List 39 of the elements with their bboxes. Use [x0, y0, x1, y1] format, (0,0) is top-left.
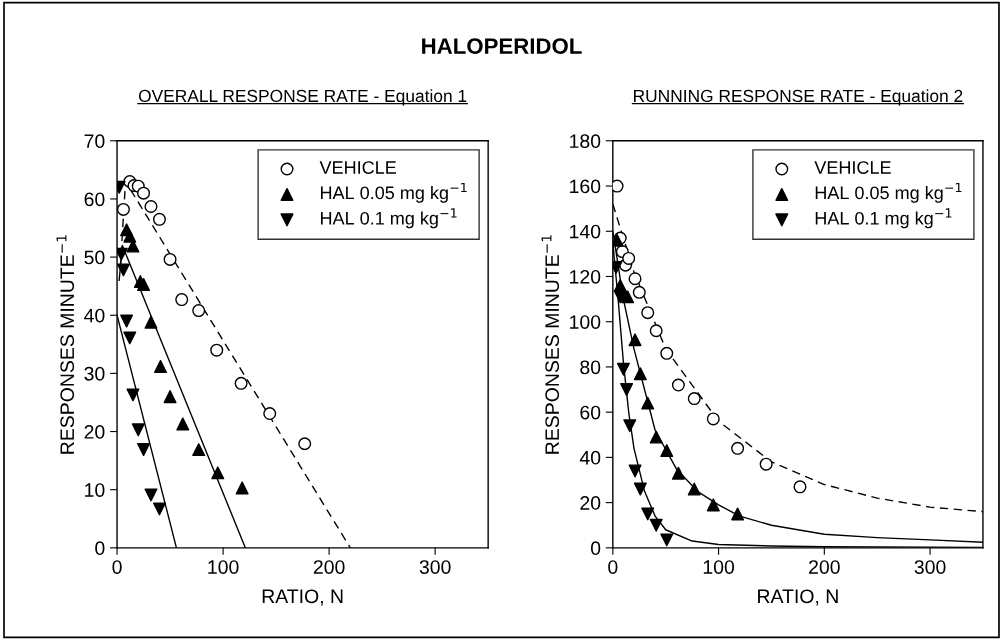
- legend-label: HAL 0.05 mg kg$^{−1}$: [321, 182, 467, 203]
- y-axis-title: RESPONSES MINUTE$^{−1}$: [541, 235, 560, 454]
- y-axis-title: RESPONSES MINUTE$^{−1}$: [56, 235, 75, 454]
- y-tick-label: 30: [84, 366, 105, 381]
- y-tick-label: 180: [570, 134, 601, 149]
- y-tick-label: 40: [579, 450, 601, 465]
- x-tick-label: 0: [112, 560, 122, 574]
- y-tick-label: 20: [84, 425, 105, 439]
- y-tick-label: 80: [580, 360, 601, 375]
- x-axis-title: RATIO, N: [758, 589, 838, 606]
- x-tick-label: 100: [208, 560, 239, 574]
- y-tick-label: 10: [85, 483, 105, 497]
- legend-label: HAL 0.1 mg kg$^{−1}$: [321, 208, 457, 229]
- y-tick-label: 40: [84, 308, 105, 323]
- y-tick-label: 0: [590, 541, 601, 556]
- x-tick-label: 300: [914, 560, 946, 574]
- legend-label: VEHICLE: [319, 161, 397, 174]
- text: HALOPERIDOL: [422, 38, 582, 54]
- y-tick-label: 70: [84, 134, 105, 149]
- x-tick-label: 0: [608, 560, 618, 574]
- x-axis-title: RATIO, N: [262, 589, 343, 606]
- x-tick-label: 200: [809, 560, 840, 574]
- x-tick-label: 300: [419, 560, 451, 574]
- y-tick-label: 120: [570, 269, 601, 284]
- legend-label: HAL 0.1 mg kg$^{−1}$: [815, 208, 952, 229]
- y-tick-label: 160: [570, 179, 601, 194]
- y-tick-label: 20: [580, 496, 601, 510]
- x-tick-label: 100: [703, 560, 735, 574]
- y-tick-label: 140: [570, 224, 601, 239]
- chart-title: OVERALL RESPONSE RATE - Equation 1: [138, 89, 467, 106]
- y-tick-label: 50: [84, 250, 105, 265]
- legend-label: HAL 0.05 mg kg$^{−1}$: [815, 182, 962, 203]
- legend-label: VEHICLE: [814, 161, 891, 174]
- x-tick-label: 200: [313, 560, 345, 574]
- chart-title: RUNNING RESPONSE RATE - Equation 2: [634, 89, 963, 106]
- y-tick-label: 100: [570, 315, 601, 329]
- y-tick-label: 0: [95, 541, 105, 556]
- y-tick-label: 60: [580, 405, 601, 420]
- y-tick-label: 60: [84, 192, 105, 207]
